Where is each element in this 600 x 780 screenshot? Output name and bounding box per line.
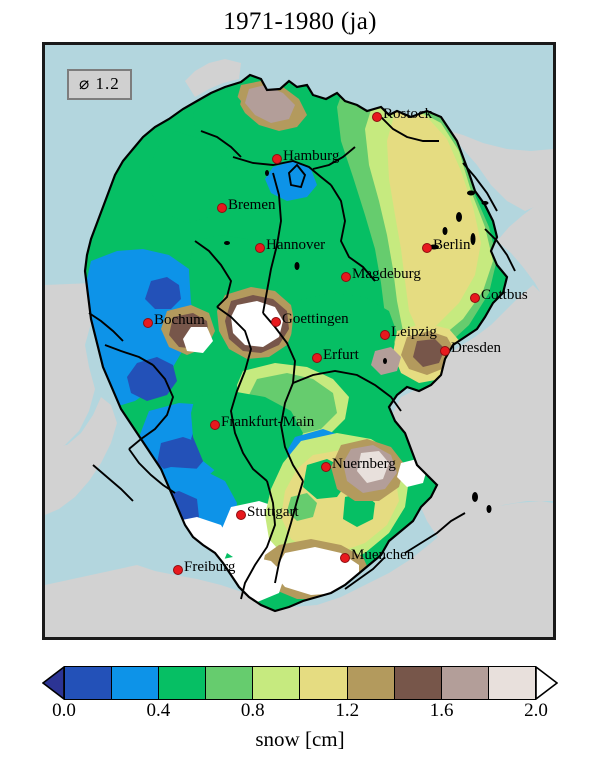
colorbar-tick-0: 0.0 [52,700,76,721]
city-dot-icon [143,318,153,328]
city-label: Freiburg [184,559,236,575]
city-dot-icon [340,553,350,563]
colorbar-cell-4[interactable] [253,667,301,699]
colorbar-tick-1: 0.4 [146,700,171,721]
colorbar-cell-9[interactable] [488,667,535,699]
colorbar-cell-1[interactable] [112,667,160,699]
colorbar-cell-8[interactable] [441,667,489,699]
colorbar[interactable] [42,666,558,700]
city-label: Stuttgart [247,504,299,520]
colorbar-tick-5: 2.0 [524,700,548,721]
colorbar-over-arrow [536,666,558,700]
city-label: Muenchen [351,547,415,563]
city-label: Hannover [266,237,326,253]
colorbar-cell-5[interactable] [300,667,348,699]
city-label: Leipzig [391,324,437,340]
city-label: Goettingen [282,311,349,327]
map-axes[interactable]: ⌀ 1.2 Rostock Hamburg Bremen Hannover Berlin… [42,42,556,640]
map-plot-area: ⌀ 1.2 Rostock Hamburg Bremen Hannover Berlin… [45,45,553,637]
colorbar-tick-labels: 0.0 0.4 0.8 1.2 1.6 2.0 [42,700,558,726]
city-dot-icon [217,203,227,213]
city-dot-icon [173,565,183,575]
city-dot-icon [255,243,265,253]
city-dot-icon [422,243,432,253]
city-label: Erfurt [323,347,359,363]
mean-value-badge: ⌀ 1.2 [67,69,132,100]
colorbar-tick-3: 1.2 [335,700,360,721]
colorbar-tick-2: 0.8 [240,700,265,721]
colorbar-cell-7[interactable] [394,667,442,699]
map-detail-specks [224,170,492,513]
city-dot-icon [440,346,450,356]
city-label: Bremen [228,197,276,213]
colorbar-cell-0[interactable] [65,667,113,699]
city-label: Cottbus [481,287,528,303]
city-label: Rostock [383,106,433,122]
foreign-land-layer [45,59,553,637]
colorbar-cell-3[interactable] [206,667,254,699]
colorbar-cell-2[interactable] [159,667,207,699]
city-label: Hamburg [283,148,340,164]
city-dot-icon [470,293,480,303]
city-label: Bochum [154,312,205,328]
city-label: Berlin [433,237,471,253]
city-dot-icon [272,154,282,164]
colorbar-under-arrow [42,666,64,700]
city-dot-icon [321,462,331,472]
border-lines [83,73,509,613]
city-dot-icon [341,272,351,282]
city-label: Nuernberg [332,456,396,472]
city-label: Magdeburg [352,266,421,282]
colorbar-cells[interactable] [64,666,536,700]
city-dot-icon [236,510,246,520]
city-dot-icon [380,330,390,340]
city-label: Frankfurt-Main [221,414,315,430]
city-dot-icon [210,420,220,430]
city-dot-icon [372,112,382,122]
colorbar-axis-label: snow [cm] [255,727,345,751]
germany-snow-map [45,45,553,637]
city-label: Dresden [451,340,501,356]
city-dot-icon [312,353,322,363]
city-dot-icon [271,317,281,327]
colorbar-cell-6[interactable] [347,667,395,699]
figure-title: 1971-1980 (ja) [223,8,377,35]
state-borders [88,116,516,600]
colorbar-tick-4: 1.6 [429,700,454,721]
